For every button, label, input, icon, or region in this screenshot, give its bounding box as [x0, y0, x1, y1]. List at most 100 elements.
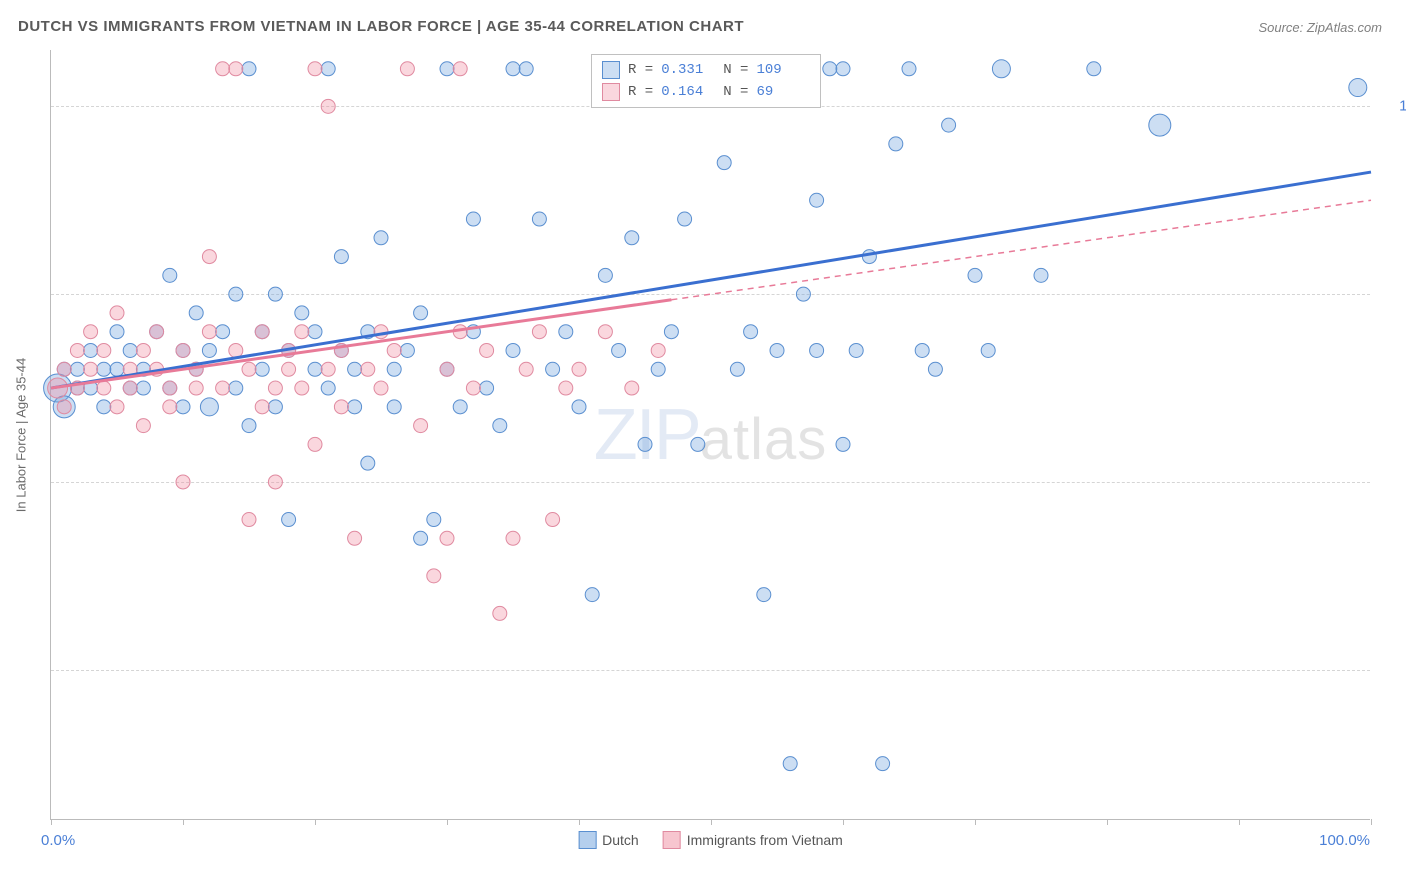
scatter-point: [123, 381, 137, 395]
scatter-point: [427, 513, 441, 527]
scatter-point: [730, 362, 744, 376]
y-tick-label: 70.0%: [1380, 661, 1406, 678]
scatter-point: [295, 306, 309, 320]
scatter-point: [717, 156, 731, 170]
scatter-point: [889, 137, 903, 151]
scatter-point: [97, 343, 111, 357]
scatter-point: [176, 475, 190, 489]
scatter-point: [84, 343, 98, 357]
scatter-point: [136, 343, 150, 357]
scatter-point: [136, 419, 150, 433]
scatter-point: [992, 60, 1010, 78]
r-label: R =: [628, 59, 653, 81]
scatter-point: [70, 343, 84, 357]
legend-item-vietnam: Immigrants from Vietnam: [663, 831, 843, 849]
scatter-point: [598, 268, 612, 282]
y-tick-label: 100.0%: [1380, 98, 1406, 115]
scatter-point: [163, 400, 177, 414]
n-label: N =: [723, 81, 748, 103]
scatter-point: [255, 325, 269, 339]
scatter-point: [97, 381, 111, 395]
scatter-point: [810, 343, 824, 357]
r-value-dutch: 0.331: [661, 59, 715, 81]
legend-label-vietnam: Immigrants from Vietnam: [687, 832, 843, 848]
scatter-point: [242, 62, 256, 76]
scatter-point: [414, 531, 428, 545]
scatter-point: [506, 62, 520, 76]
scatter-point: [691, 437, 705, 451]
scatter-point: [836, 62, 850, 76]
scatter-point: [400, 343, 414, 357]
scatter-point: [374, 325, 388, 339]
legend-bottom: Dutch Immigrants from Vietnam: [578, 831, 843, 849]
scatter-point: [493, 419, 507, 433]
swatch-dutch-icon: [578, 831, 596, 849]
scatter-point: [612, 343, 626, 357]
scatter-point: [453, 62, 467, 76]
y-axis-label: In Labor Force | Age 35-44: [14, 357, 29, 511]
scatter-point: [282, 513, 296, 527]
scatter-point: [546, 513, 560, 527]
scatter-point: [453, 400, 467, 414]
scatter-point: [255, 400, 269, 414]
y-tick-label: 90.0%: [1380, 286, 1406, 303]
scatter-point: [321, 62, 335, 76]
scatter-point: [97, 400, 111, 414]
scatter-point: [202, 343, 216, 357]
x-tick-label-0: 0.0%: [41, 832, 75, 849]
scatter-point: [664, 325, 678, 339]
scatter-point: [387, 343, 401, 357]
scatter-point: [387, 362, 401, 376]
scatter-point: [200, 398, 218, 416]
scatter-point: [744, 325, 758, 339]
y-tick-label: 80.0%: [1380, 473, 1406, 490]
scatter-point: [836, 437, 850, 451]
legend-label-dutch: Dutch: [602, 832, 639, 848]
scatter-point: [651, 362, 665, 376]
scatter-point: [374, 231, 388, 245]
r-value-vietnam: 0.164: [661, 81, 715, 103]
x-tick-label-100: 100.0%: [1319, 832, 1370, 849]
scatter-point: [110, 362, 124, 376]
scatter-point: [268, 381, 282, 395]
scatter-point: [242, 362, 256, 376]
plot-area: In Labor Force | Age 35-44 70.0%80.0%90.…: [50, 50, 1370, 820]
scatter-point: [70, 362, 84, 376]
scatter-point: [321, 99, 335, 113]
scatter-point: [770, 343, 784, 357]
scatter-point: [414, 419, 428, 433]
swatch-vietnam: [602, 83, 620, 101]
scatter-point: [150, 325, 164, 339]
scatter-point: [57, 400, 71, 414]
trend-line-dashed: [671, 200, 1371, 300]
scatter-point: [414, 306, 428, 320]
scatter-point: [862, 250, 876, 264]
scatter-point: [902, 62, 916, 76]
scatter-point: [546, 362, 560, 376]
scatter-point: [321, 381, 335, 395]
scatter-point: [216, 381, 230, 395]
legend-stats: R = 0.331 N = 109 R = 0.164 N = 69: [591, 54, 821, 108]
n-label: N =: [723, 59, 748, 81]
swatch-dutch: [602, 61, 620, 79]
scatter-point: [84, 325, 98, 339]
scatter-point: [480, 381, 494, 395]
scatter-point: [1034, 268, 1048, 282]
scatter-point: [387, 400, 401, 414]
scatter-point: [493, 606, 507, 620]
scatter-point: [598, 325, 612, 339]
scatter-point: [1149, 114, 1171, 136]
scatter-point: [678, 212, 692, 226]
scatter-point: [519, 62, 533, 76]
legend-stats-row-dutch: R = 0.331 N = 109: [602, 59, 810, 81]
scatter-point: [176, 400, 190, 414]
scatter-point: [123, 343, 137, 357]
swatch-vietnam-icon: [663, 831, 681, 849]
scatter-point: [295, 325, 309, 339]
scatter-point: [585, 588, 599, 602]
scatter-point: [361, 456, 375, 470]
scatter-point: [84, 362, 98, 376]
n-value-dutch: 109: [756, 59, 810, 81]
scatter-point: [295, 381, 309, 395]
scatter-point: [268, 400, 282, 414]
